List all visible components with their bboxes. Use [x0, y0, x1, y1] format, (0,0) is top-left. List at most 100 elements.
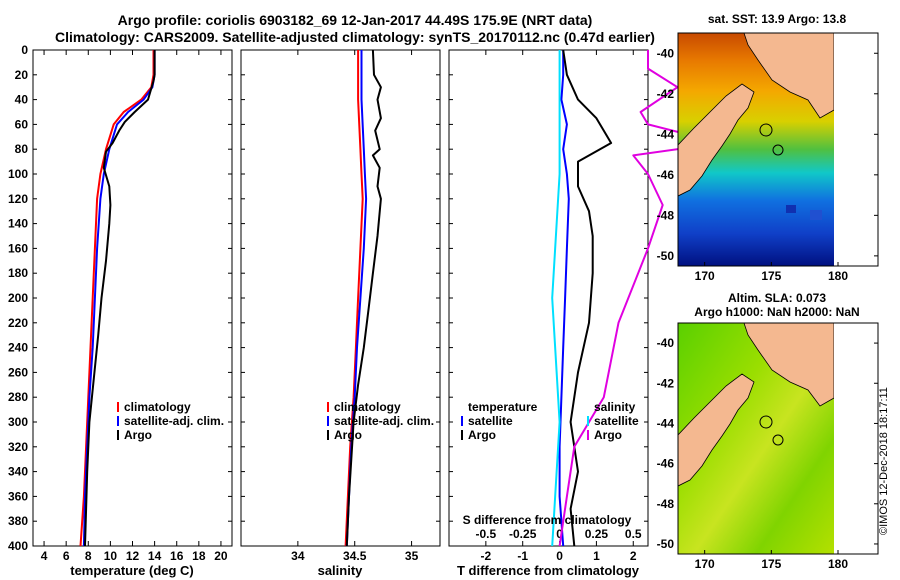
sst-map-title: sat. SST: 13.9 Argo: 13.8 — [707, 12, 847, 26]
x-tick-label: 1 — [593, 549, 600, 563]
difference-plot-frame — [448, 49, 649, 547]
depth-tick-label: 180 — [8, 266, 28, 280]
series-line-satellite-adj-clim- — [82, 50, 156, 547]
sst-no-data — [834, 33, 878, 266]
map-lon-label: 170 — [695, 557, 715, 571]
depth-tick-label: 360 — [8, 489, 28, 503]
x-tick-label: 34 — [291, 549, 305, 563]
map-lat-label: -44 — [657, 416, 675, 430]
x-tick-label: 34.5 — [343, 549, 367, 563]
depth-tick-label: 120 — [8, 192, 28, 206]
series-line-climatology — [79, 50, 155, 547]
north-island-land — [743, 323, 834, 407]
north-island-land — [743, 33, 834, 119]
x-tick-label: 6 — [63, 549, 70, 563]
temperature-plot-frame — [32, 49, 233, 547]
sst-map-axes: 170 175 180 -40 -42 -44 -46 -48 -50 — [657, 46, 878, 283]
map-lat-label: -48 — [657, 208, 675, 222]
depth-tick-label: 80 — [15, 142, 29, 156]
depth-tick-label: 400 — [8, 539, 28, 553]
sla-eddy-contour — [759, 415, 773, 429]
map-lat-label: -46 — [657, 168, 675, 182]
s-diff-tick-label: 0.5 — [625, 527, 642, 541]
temperature-legend: climatology satellite-adj. clim. Argo — [117, 400, 224, 442]
x-tick-label: 14 — [148, 549, 162, 563]
depth-tick-label: 200 — [8, 291, 28, 305]
depth-tick-label: 140 — [8, 217, 28, 231]
map-lat-label: -50 — [657, 249, 675, 263]
title-line-1: Argo profile: coriolis 6903182_69 12-Jan… — [117, 12, 593, 28]
depth-tick-label: 340 — [8, 465, 28, 479]
x-axes: 4 6 8 10 12 14 16 18 20 34 34.5 35 -2 -1 0 1 2-0.5 -0.25 0… — [41, 50, 642, 563]
depth-axis: 0 20 40 60 80 100 120 140 160 180 200 220 240 260 280 3… — [8, 43, 648, 553]
map-lat-label: -42 — [657, 87, 675, 101]
argo-position-marker — [772, 434, 784, 446]
map-lat-label: -42 — [657, 376, 675, 390]
s-diff-tick-label: 0 — [556, 527, 563, 541]
x-tick-label: 18 — [192, 549, 206, 563]
sst-map-frame — [677, 32, 879, 267]
x-tick-label: 10 — [104, 549, 118, 563]
map-lat-label: -40 — [657, 336, 675, 350]
sla-map-axes: 170 175 180 -40 -42 -44 -46 -48 -50 — [657, 336, 878, 571]
sla-map: 170 175 180 -40 -42 -44 -46 -48 -50 — [657, 322, 879, 571]
map-lat-label: -46 — [657, 457, 675, 471]
s-diff-tick-label: 0.25 — [585, 527, 609, 541]
legend-s-satellite-label: satellite — [594, 414, 639, 428]
legend-t-satellite-label: satellite — [468, 414, 513, 428]
s-diff-tick-label: -0.25 — [509, 527, 537, 541]
depth-tick-label: 300 — [8, 415, 28, 429]
x-tick-label: 20 — [214, 549, 228, 563]
series-line-s-satellite — [551, 50, 561, 547]
depth-tick-label: 280 — [8, 390, 28, 404]
depth-tick-label: 240 — [8, 341, 28, 355]
difference-legend: temperature satellite Argo salinity sate… — [461, 400, 639, 442]
x-tick-label: -1 — [517, 549, 528, 563]
difference-xlabel-top: S difference from climatology — [463, 513, 632, 527]
sla-map-title-1: Altim. SLA: 0.073 — [727, 291, 827, 305]
sla-no-data — [834, 323, 878, 554]
imos-timestamp: ©IMOS 12-Dec-2018 18:17:11 — [878, 387, 890, 535]
x-tick-label: 12 — [126, 549, 140, 563]
profile-series — [79, 49, 723, 547]
map-lon-label: 180 — [828, 557, 848, 571]
depth-tick-label: 260 — [8, 365, 28, 379]
depth-tick-label: 40 — [15, 93, 29, 107]
series-line-argo — [84, 50, 156, 547]
map-lon-label: 180 — [828, 269, 848, 283]
salinity-legend: climatology satellite-adj. clim. Argo — [327, 400, 434, 442]
map-lon-label: 175 — [761, 557, 781, 571]
map-lat-label: -48 — [657, 497, 675, 511]
series-line-s-argo — [558, 50, 723, 547]
temperature-xlabel: temperature (deg C) — [70, 563, 194, 578]
map-lon-label: 170 — [695, 269, 715, 283]
depth-tick-label: 60 — [15, 117, 29, 131]
depth-tick-label: 380 — [8, 514, 28, 528]
depth-tick-label: 220 — [8, 316, 28, 330]
x-tick-label: 8 — [85, 549, 92, 563]
sst-map: 170 175 180 -40 -42 -44 -46 -48 -50 — [657, 32, 879, 283]
legend-t-argo-label: Argo — [468, 428, 496, 442]
legend-satellite-label: satellite-adj. clim. — [334, 414, 434, 428]
legend-s-argo-label: Argo — [594, 428, 622, 442]
series-line-climatology — [344, 50, 364, 547]
map-lat-label: -40 — [657, 46, 675, 60]
depth-tick-label: 160 — [8, 241, 28, 255]
south-island-land — [678, 83, 755, 197]
legend-argo-label: Argo — [124, 428, 152, 442]
x-tick-label: -2 — [481, 549, 492, 563]
difference-xlabel: T difference from climatology — [457, 563, 640, 578]
sst-cold-patch — [786, 205, 796, 213]
sla-map-frame — [677, 322, 879, 555]
x-tick-label: 0 — [556, 549, 563, 563]
depth-tick-label: 320 — [8, 440, 28, 454]
legend-temperature-heading: temperature — [468, 400, 538, 414]
x-tick-label: 35 — [405, 549, 419, 563]
depth-tick-label: 100 — [8, 167, 28, 181]
salinity-xlabel: salinity — [318, 563, 364, 578]
series-line-t-satellite — [558, 50, 570, 547]
title-line-2: Climatology: CARS2009. Satellite-adjuste… — [55, 29, 655, 45]
s-diff-tick-label: -0.5 — [476, 527, 497, 541]
map-lon-label: 175 — [761, 269, 781, 283]
